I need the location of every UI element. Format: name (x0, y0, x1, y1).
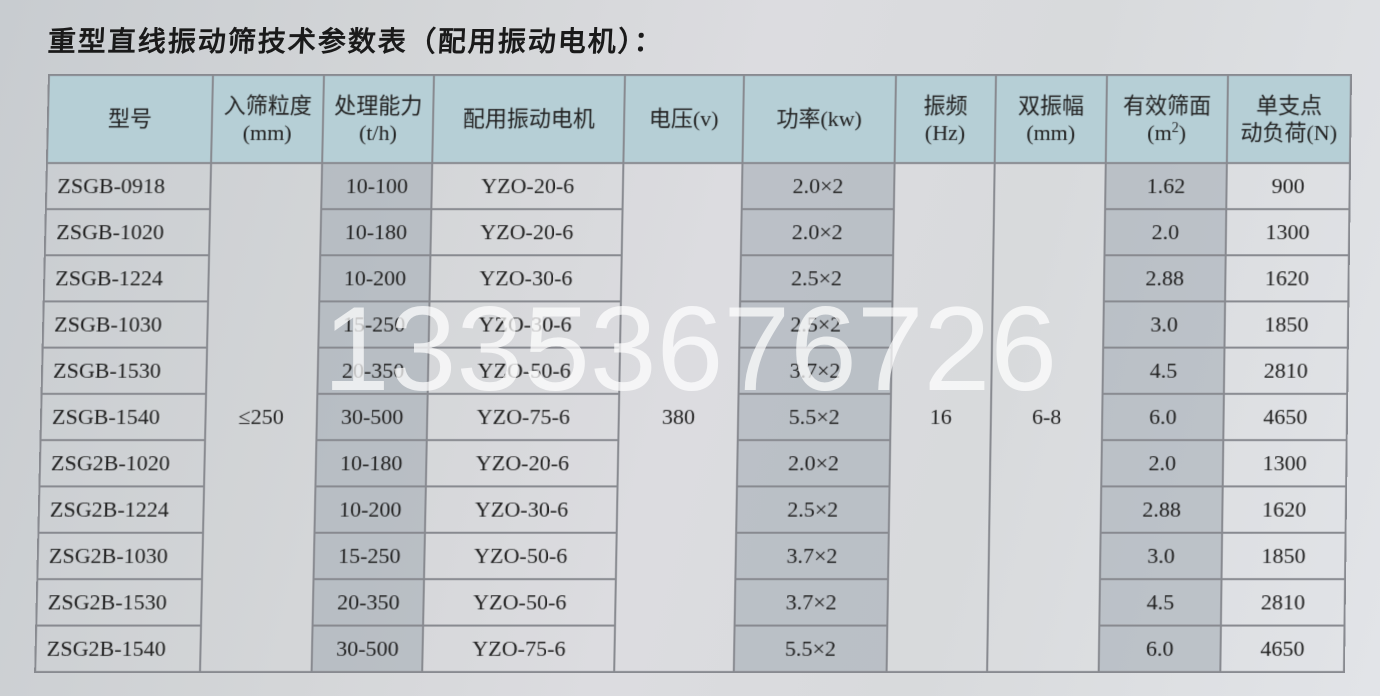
table-cell: 20-350 (312, 579, 424, 625)
table-cell: 1850 (1221, 533, 1345, 579)
table-cell: ZSGB-0918 (46, 163, 211, 209)
table-cell: 15-250 (313, 533, 425, 579)
table-cell: ZSGB-1224 (44, 255, 209, 301)
spec-table: 型号入筛粒度(mm)处理能力(t/h)配用振动电机电压(v)功率(kw)振频(H… (34, 74, 1352, 673)
table-cell: 6.0 (1099, 626, 1221, 672)
table-cell: YZO-20-6 (431, 209, 623, 255)
table-cell: ZSGB-1530 (42, 348, 207, 394)
table-cell: ZSGB-1020 (45, 209, 210, 255)
page-title: 重型直线振动筛技术参数表（配用振动电机）： (47, 20, 1353, 60)
table-cell: 2.0 (1104, 209, 1226, 255)
table-cell: 2.88 (1101, 486, 1223, 532)
table-cell: YZO-30-6 (425, 486, 617, 532)
table-cell: 1620 (1222, 486, 1346, 532)
table-cell: 10-180 (320, 209, 432, 255)
table-cell: 3.7×2 (735, 579, 888, 625)
table-cell: ZSGB-1540 (41, 394, 207, 440)
table-cell: YZO-20-6 (432, 163, 624, 209)
column-header: 单支点动负荷(N) (1227, 75, 1351, 163)
table-cell: 3.0 (1100, 533, 1222, 579)
table-cell: YZO-30-6 (429, 301, 621, 347)
table-cell: ZSG2B-1530 (36, 579, 202, 625)
table-cell: 900 (1226, 163, 1350, 209)
table-cell: 2.88 (1104, 255, 1226, 301)
column-header: 振频(Hz) (894, 75, 996, 163)
column-header: 型号 (47, 75, 213, 163)
table-cell: 4.5 (1103, 348, 1225, 394)
table-cell: 10-100 (321, 163, 433, 209)
table-cell: 10-200 (319, 255, 431, 301)
table-cell: 4650 (1223, 394, 1347, 440)
table-cell: 4.5 (1099, 579, 1221, 625)
column-header: 有效筛面(m2) (1106, 75, 1228, 163)
table-cell: YZO-50-6 (428, 348, 620, 394)
table-cell: YZO-75-6 (427, 394, 619, 440)
column-header: 功率(kw) (743, 75, 896, 163)
table-cell: 380 (614, 163, 742, 672)
table-cell: 5.5×2 (738, 394, 891, 440)
table-cell: 30-500 (311, 626, 423, 672)
table-cell: ZSG2B-1540 (35, 626, 201, 672)
column-header: 电压(v) (624, 75, 745, 163)
table-cell: 16 (886, 163, 995, 672)
table-header-row: 型号入筛粒度(mm)处理能力(t/h)配用振动电机电压(v)功率(kw)振频(H… (47, 75, 1351, 163)
table-cell: 3.7×2 (735, 533, 888, 579)
table-cell: ZSGB-1030 (43, 301, 208, 347)
table-cell: ZSG2B-1224 (38, 486, 204, 532)
table-cell: 3.7×2 (739, 348, 892, 394)
column-header: 配用振动电机 (433, 75, 625, 163)
column-header: 入筛粒度(mm) (211, 75, 324, 163)
table-cell: YZO-50-6 (424, 533, 616, 579)
table-cell: 30-500 (316, 394, 428, 440)
table-cell: 1850 (1224, 301, 1348, 347)
table-cell: 10-180 (315, 440, 427, 486)
table-cell: YZO-30-6 (430, 255, 622, 301)
table-cell: 1300 (1226, 209, 1350, 255)
table-cell: 15-250 (318, 301, 430, 347)
table-cell: 1.62 (1105, 163, 1227, 209)
table-cell: 6.0 (1102, 394, 1224, 440)
table-cell: 1300 (1223, 440, 1347, 486)
table-cell: 10-200 (314, 486, 426, 532)
table-cell: 2.0×2 (742, 163, 895, 209)
table-cell: 2.0 (1101, 440, 1223, 486)
column-header: 处理能力(t/h) (322, 75, 435, 163)
table-cell: 4650 (1220, 626, 1344, 672)
table-cell: YZO-75-6 (423, 626, 616, 672)
table-cell: 2.5×2 (740, 255, 893, 301)
table-cell: ZSG2B-1020 (39, 440, 205, 486)
table-cell: ≤250 (200, 163, 322, 672)
table-cell: ZSG2B-1030 (37, 533, 203, 579)
table-cell: YZO-20-6 (426, 440, 618, 486)
column-header: 双振幅(mm) (995, 75, 1107, 163)
table-cell: 20-350 (317, 348, 429, 394)
table-cell: 3.0 (1103, 301, 1225, 347)
table-cell: 2.0×2 (741, 209, 894, 255)
table-cell: 2.5×2 (736, 486, 889, 532)
table-cell: 1620 (1225, 255, 1349, 301)
table-cell: YZO-50-6 (424, 579, 616, 625)
table-cell: 6-8 (987, 163, 1105, 672)
table-cell: 2810 (1224, 348, 1348, 394)
table-cell: 2.0×2 (737, 440, 890, 486)
table-cell: 2.5×2 (739, 301, 892, 347)
table-row: ZSGB-0918≤25010-100YZO-20-63802.0×2166-8… (46, 163, 1350, 209)
table-cell: 5.5×2 (734, 626, 887, 672)
table-cell: 2810 (1221, 579, 1345, 625)
